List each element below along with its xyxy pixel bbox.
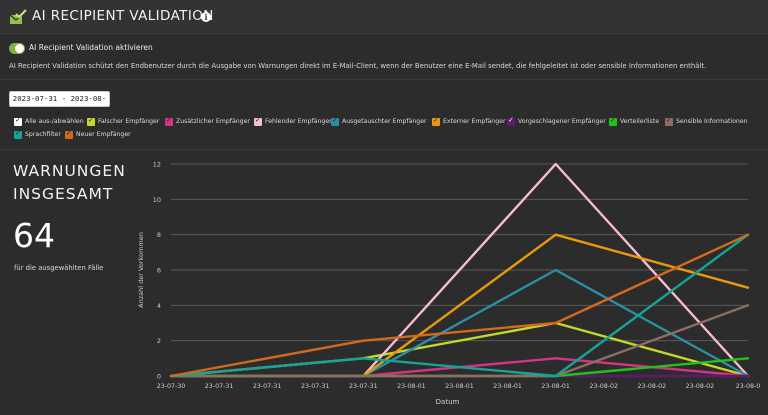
y-tick-label: 8 xyxy=(157,231,161,239)
total-warnings-title: WARNUNGEN INSGESAMT xyxy=(13,162,126,203)
check-icon: ✓ xyxy=(166,116,172,124)
check-icon: ✓ xyxy=(610,116,616,124)
x-tick-label: 23-08-01 xyxy=(397,383,426,390)
x-tick-label: 23-08-0 xyxy=(736,383,761,390)
check-icon: ✓ xyxy=(666,116,672,124)
divider xyxy=(0,149,768,150)
legend-checkbox[interactable]: ✓ xyxy=(665,116,673,126)
x-tick-label: 23-07-31 xyxy=(349,383,378,390)
x-tick-label: 23-08-02 xyxy=(686,383,715,390)
legend-label: Sprachfilter xyxy=(25,131,61,138)
legend-label: Sensible Informationen xyxy=(676,118,748,125)
feature-description: AI Recipient Validation schützt den Endb… xyxy=(9,62,707,70)
y-tick-label: 0 xyxy=(157,373,161,381)
y-tick-label: 6 xyxy=(157,267,161,275)
divider xyxy=(0,79,768,80)
legend-checkbox[interactable]: ✓ xyxy=(507,116,515,126)
y-axis-label: Anzahl der Vorkommen xyxy=(137,232,145,308)
checkmark-envelope-icon xyxy=(9,9,27,24)
x-tick-label: 23-07-30 xyxy=(157,383,186,390)
legend-label: Ausgetauschter Empfänger xyxy=(342,118,427,125)
check-icon: ✓ xyxy=(15,129,21,137)
legend-checkbox[interactable]: ✓ xyxy=(87,116,95,126)
check-icon: ✓ xyxy=(255,116,261,124)
toggle-knob xyxy=(15,44,24,53)
y-tick-label: 12 xyxy=(153,161,161,169)
x-tick-label: 23-08-02 xyxy=(589,383,618,390)
page-title: AI RECIPIENT VALIDATION xyxy=(32,8,214,24)
check-icon: ✓ xyxy=(88,116,94,124)
legend-label: Vorgeschlagener Empfänger xyxy=(518,118,606,125)
check-icon: ✓ xyxy=(508,116,514,124)
warnings-line-chart: 0 2 4 6 8 10 12 23-07-30 23-07-31 23-07-31 23-07-3… xyxy=(137,161,761,407)
enable-toggle[interactable] xyxy=(9,43,25,54)
x-tick-label: 23-08-01 xyxy=(493,383,522,390)
legend-checkbox[interactable]: ✓ xyxy=(14,116,22,126)
x-tick-label: 23-08-01 xyxy=(445,383,474,390)
legend-label: Verteilerliste xyxy=(620,118,660,125)
check-icon: ✓ xyxy=(433,116,439,124)
legend-checkbox[interactable]: ✓ xyxy=(254,116,262,126)
y-tick-label: 2 xyxy=(157,337,161,345)
check-icon: ✓ xyxy=(15,116,21,124)
info-icon[interactable]: i xyxy=(201,12,211,22)
legend-label: Externer Empfänger xyxy=(443,118,506,125)
y-tick-label: 10 xyxy=(153,196,161,204)
x-axis-label: Datum xyxy=(436,398,460,406)
legend-checkbox[interactable]: ✓ xyxy=(432,116,440,126)
title-bar: AI RECIPIENT VALIDATION i xyxy=(0,0,768,34)
x-tick-label: 23-07-31 xyxy=(301,383,330,390)
check-icon: ✓ xyxy=(66,129,72,137)
total-warnings-value: 64 xyxy=(13,216,55,255)
y-tick-label: 4 xyxy=(157,302,161,310)
legend-label: Neuer Empfänger xyxy=(76,131,131,138)
legend-checkbox[interactable]: ✓ xyxy=(165,116,173,126)
legend-checkbox[interactable]: ✓ xyxy=(609,116,617,126)
legend-label: Zusätzlicher Empfänger xyxy=(176,118,250,125)
series-line xyxy=(169,233,750,378)
series-line xyxy=(169,304,750,378)
legend-label: Falscher Empfänger xyxy=(98,118,160,125)
legend-label: Alle aus-/abwählen xyxy=(25,118,84,125)
x-tick-label: 23-07-31 xyxy=(253,383,282,390)
series-line xyxy=(169,233,750,378)
toggle-label: AI Recipient Validation aktivieren xyxy=(29,43,153,52)
legend-checkbox[interactable]: ✓ xyxy=(14,129,22,139)
legend-label: Fehlender Empfänger xyxy=(265,118,332,125)
x-tick-label: 23-08-01 xyxy=(541,383,570,390)
check-icon: ✓ xyxy=(332,116,338,124)
x-tick-label: 23-07-31 xyxy=(205,383,234,390)
legend-checkbox[interactable]: ✓ xyxy=(65,129,73,139)
total-warnings-subtitle: für die ausgewählten Fälle xyxy=(14,264,104,272)
x-tick-label: 23-08-02 xyxy=(638,383,667,390)
date-range-button[interactable]: 2023-07-31 - 2023-08-03 xyxy=(9,91,110,117)
legend-checkbox[interactable]: ✓ xyxy=(331,116,339,126)
